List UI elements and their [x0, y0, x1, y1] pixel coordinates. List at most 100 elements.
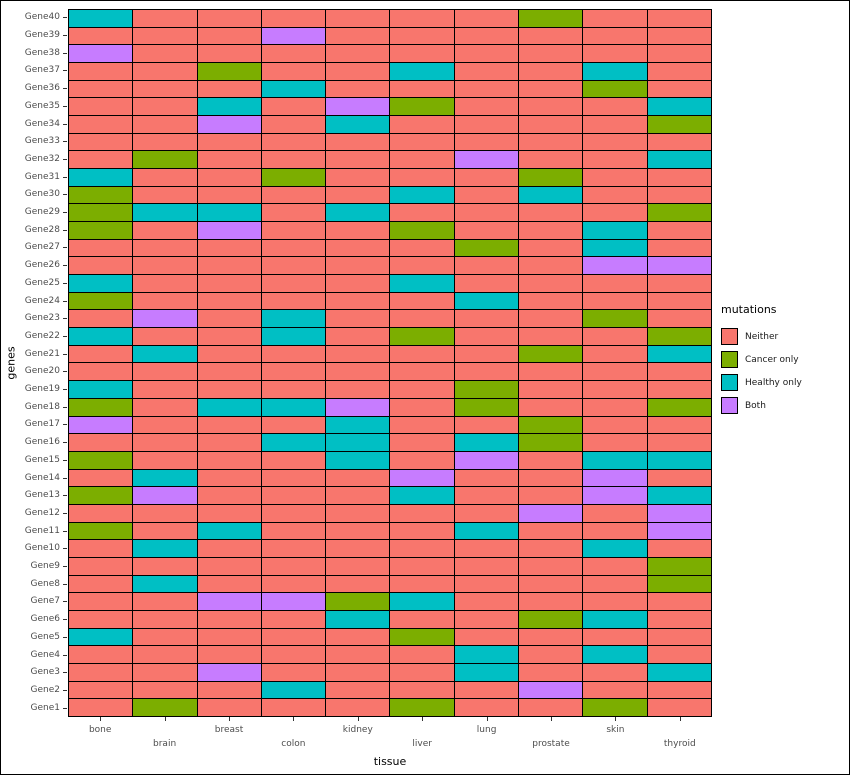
- heatmap-cell: [326, 151, 390, 169]
- heatmap-cell: [133, 681, 197, 699]
- y-tick-label: Gene16: [1, 434, 67, 452]
- y-tick-text: Gene19: [24, 384, 60, 395]
- heatmap-cell: [647, 451, 711, 469]
- y-tick-text: Gene2: [30, 684, 60, 695]
- heatmap-cell: [583, 575, 647, 593]
- legend-title: mutations: [721, 303, 777, 316]
- heatmap-cell: [454, 204, 519, 222]
- heatmap-cell: [133, 416, 197, 434]
- y-tick-text: Gene34: [24, 118, 60, 129]
- heatmap-cell: [69, 63, 133, 80]
- heatmap-cell: [197, 504, 261, 522]
- heatmap-cell: [519, 27, 583, 45]
- heatmap-cell: [326, 98, 390, 116]
- axis-tick: [63, 583, 67, 585]
- y-axis-tick-labels: Gene40 Gene39 Gene38 Gene37 Gene36 Gene35 Gene…: [1, 9, 67, 717]
- heatmap-cell: [69, 381, 133, 398]
- heatmap-cell: [583, 169, 647, 186]
- heatmap-cell: [197, 186, 261, 204]
- heatmap-cell: [390, 469, 454, 487]
- axis-tick: [551, 717, 552, 721]
- heatmap-cell: [390, 10, 454, 27]
- heatmap-cell: [133, 363, 197, 381]
- y-tick-label: Gene30: [1, 186, 67, 204]
- heatmap-cell: [647, 45, 711, 63]
- heatmap-cell: [454, 540, 519, 557]
- heatmap-cell: [133, 593, 197, 610]
- x-axis-title: tissue: [373, 755, 407, 768]
- axis-tick: [63, 389, 67, 391]
- y-tick-label: Gene35: [1, 98, 67, 116]
- heatmap-cell: [197, 310, 261, 328]
- heatmap-cell: [261, 363, 326, 381]
- heatmap-cell: [519, 646, 583, 663]
- heatmap-cell: [519, 186, 583, 204]
- y-tick-label: Gene36: [1, 80, 67, 98]
- heatmap-cell: [133, 487, 197, 504]
- axis-tick: [63, 619, 67, 621]
- heatmap-cell: [519, 522, 583, 540]
- heatmap-cell: [133, 310, 197, 328]
- heatmap-cell: [583, 63, 647, 80]
- heatmap-cell: [390, 681, 454, 699]
- heatmap-cell: [69, 292, 133, 310]
- heatmap-cell: [197, 522, 261, 540]
- heatmap-cell: [647, 628, 711, 646]
- axis-tick: [63, 601, 67, 603]
- y-tick-text: Gene25: [24, 277, 60, 288]
- heatmap-cell: [454, 398, 519, 416]
- heatmap-cell: [197, 292, 261, 310]
- heatmap-cell: [133, 186, 197, 204]
- heatmap-cell: [583, 593, 647, 610]
- heatmap-cell: [519, 416, 583, 434]
- heatmap-cell: [583, 239, 647, 257]
- heatmap-cell: [390, 575, 454, 593]
- heatmap-cell: [133, 557, 197, 575]
- heatmap-cell: [69, 116, 133, 133]
- heatmap-cell: [261, 10, 326, 27]
- y-tick-text: Gene18: [24, 401, 60, 412]
- heatmap-cell: [197, 151, 261, 169]
- heatmap-cell: [197, 628, 261, 646]
- heatmap-cell: [647, 151, 711, 169]
- heatmap-cell: [647, 522, 711, 540]
- heatmap-cell: [69, 151, 133, 169]
- x-tick-label: breast: [214, 725, 244, 735]
- heatmap-cell: [197, 98, 261, 116]
- y-tick-text: Gene30: [24, 189, 60, 200]
- y-tick-label: Gene40: [1, 9, 67, 27]
- heatmap-cell: [326, 504, 390, 522]
- heatmap-cell: [326, 575, 390, 593]
- axis-tick: [63, 495, 67, 497]
- heatmap-cell: [197, 575, 261, 593]
- heatmap-cell: [647, 345, 711, 363]
- y-tick-label: Gene3: [1, 664, 67, 682]
- heatmap-cell: [69, 681, 133, 699]
- heatmap-cell: [519, 133, 583, 151]
- heatmap-cell: [454, 663, 519, 681]
- heatmap-cell: [583, 699, 647, 716]
- x-tick-label: skin: [606, 725, 625, 735]
- heatmap-cell: [583, 434, 647, 451]
- heatmap-cell: [197, 345, 261, 363]
- legend-label: Both: [745, 400, 766, 411]
- heatmap-cell: [69, 80, 133, 98]
- heatmap-cell: [133, 222, 197, 239]
- heatmap-cell: [647, 275, 711, 292]
- heatmap-cell: [647, 398, 711, 416]
- heatmap-cell: [261, 98, 326, 116]
- y-tick-label: Gene29: [1, 204, 67, 222]
- heatmap-cell: [390, 628, 454, 646]
- heatmap-cell: [583, 98, 647, 116]
- heatmap-cell: [133, 169, 197, 186]
- heatmap-cell: [647, 416, 711, 434]
- heatmap-cell: [133, 628, 197, 646]
- heatmap-cell: [583, 151, 647, 169]
- heatmap-cell: [390, 504, 454, 522]
- heatmap-cell: [390, 593, 454, 610]
- heatmap-cell: [261, 169, 326, 186]
- x-tick-label: kidney: [342, 725, 373, 735]
- axis-tick: [63, 300, 67, 302]
- heatmap-cell: [647, 434, 711, 451]
